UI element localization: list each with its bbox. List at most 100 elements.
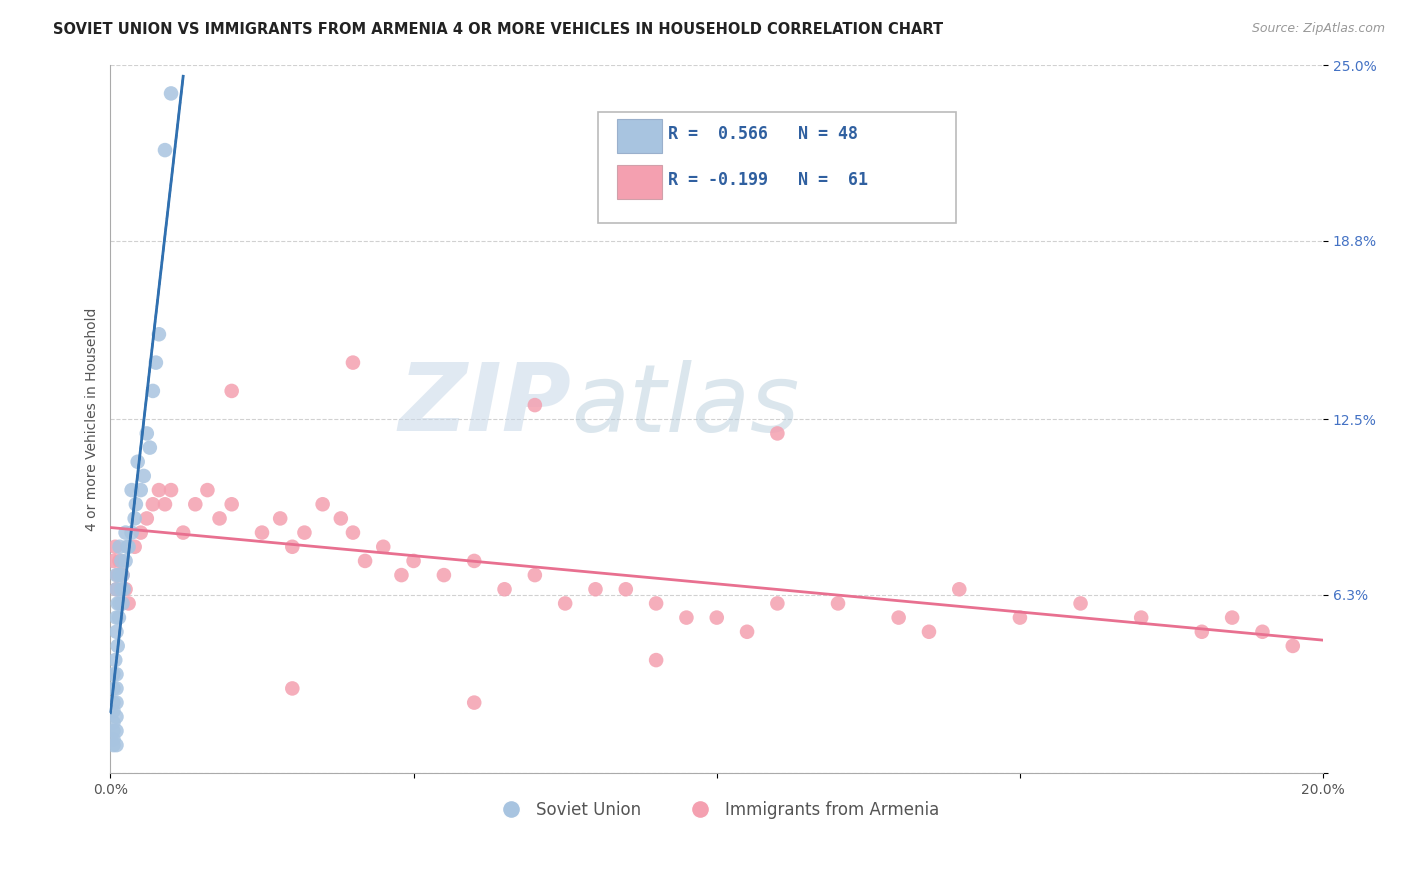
Point — [329, 511, 352, 525]
Point — [153, 143, 176, 157]
Point — [108, 596, 131, 610]
Point — [105, 696, 128, 710]
Point — [107, 639, 129, 653]
Point — [402, 554, 425, 568]
Point — [111, 568, 134, 582]
Point — [103, 723, 125, 738]
Legend: Soviet Union, Immigrants from Armenia: Soviet Union, Immigrants from Armenia — [488, 794, 946, 825]
Point — [523, 398, 546, 412]
Point — [221, 497, 243, 511]
Point — [281, 681, 304, 696]
Point — [1130, 610, 1153, 624]
Point — [132, 469, 155, 483]
Point — [373, 540, 395, 554]
Point — [103, 681, 125, 696]
Point — [103, 704, 125, 718]
Point — [103, 554, 125, 568]
Point — [433, 568, 456, 582]
Point — [104, 653, 127, 667]
Point — [148, 483, 170, 497]
Point — [153, 497, 176, 511]
Point — [105, 681, 128, 696]
Point — [124, 511, 146, 525]
Point — [197, 483, 219, 497]
Point — [103, 667, 125, 681]
Point — [342, 356, 364, 370]
Point — [645, 596, 668, 610]
Point — [221, 384, 243, 398]
Point — [105, 723, 128, 738]
Point — [139, 441, 162, 455]
Point — [135, 511, 157, 525]
Point — [121, 525, 143, 540]
Point — [208, 511, 231, 525]
Point — [918, 624, 941, 639]
Point — [1281, 639, 1303, 653]
Point — [105, 710, 128, 724]
Point — [294, 525, 316, 540]
Point — [117, 540, 139, 554]
Point — [1251, 624, 1274, 639]
Text: Source: ZipAtlas.com: Source: ZipAtlas.com — [1251, 22, 1385, 36]
Point — [250, 525, 273, 540]
Point — [1220, 610, 1243, 624]
Point — [948, 582, 970, 597]
Point — [105, 582, 128, 597]
Point — [766, 596, 789, 610]
Point — [311, 497, 333, 511]
Point — [108, 568, 131, 582]
Point — [766, 426, 789, 441]
Point — [463, 696, 485, 710]
Point — [114, 582, 136, 597]
Point — [108, 540, 131, 554]
Point — [104, 540, 127, 554]
Point — [160, 87, 183, 101]
Point — [523, 568, 546, 582]
Point — [706, 610, 728, 624]
Point — [281, 540, 304, 554]
Point — [111, 568, 134, 582]
Point — [105, 738, 128, 752]
Point — [105, 610, 128, 624]
Point — [112, 582, 135, 597]
Text: atlas: atlas — [571, 359, 800, 450]
Point — [129, 525, 152, 540]
Point — [354, 554, 377, 568]
Point — [108, 610, 131, 624]
Text: R =  0.566   N = 48: R = 0.566 N = 48 — [668, 125, 858, 143]
Point — [184, 497, 207, 511]
Point — [103, 732, 125, 747]
Y-axis label: 4 or more Vehicles in Household: 4 or more Vehicles in Household — [86, 308, 100, 531]
Point — [463, 554, 485, 568]
Point — [269, 511, 291, 525]
Point — [125, 497, 148, 511]
Point — [114, 554, 136, 568]
Point — [614, 582, 637, 597]
Point — [135, 426, 157, 441]
Point — [645, 653, 668, 667]
Point — [111, 596, 134, 610]
Point — [160, 483, 183, 497]
Point — [103, 696, 125, 710]
Point — [110, 554, 132, 568]
Text: R = -0.199   N =  61: R = -0.199 N = 61 — [668, 171, 868, 189]
Point — [145, 356, 167, 370]
Text: SOVIET UNION VS IMMIGRANTS FROM ARMENIA 4 OR MORE VEHICLES IN HOUSEHOLD CORRELAT: SOVIET UNION VS IMMIGRANTS FROM ARMENIA … — [53, 22, 943, 37]
Point — [107, 596, 129, 610]
Point — [827, 596, 849, 610]
Point — [117, 540, 139, 554]
Point — [1191, 624, 1213, 639]
Point — [105, 582, 128, 597]
Point — [1070, 596, 1092, 610]
Point — [103, 738, 125, 752]
Point — [142, 497, 165, 511]
Text: ZIP: ZIP — [398, 359, 571, 451]
Point — [108, 554, 131, 568]
Point — [391, 568, 413, 582]
Point — [127, 455, 149, 469]
Point — [142, 384, 165, 398]
Point — [887, 610, 910, 624]
Point — [110, 582, 132, 597]
Point — [105, 568, 128, 582]
Point — [735, 624, 758, 639]
